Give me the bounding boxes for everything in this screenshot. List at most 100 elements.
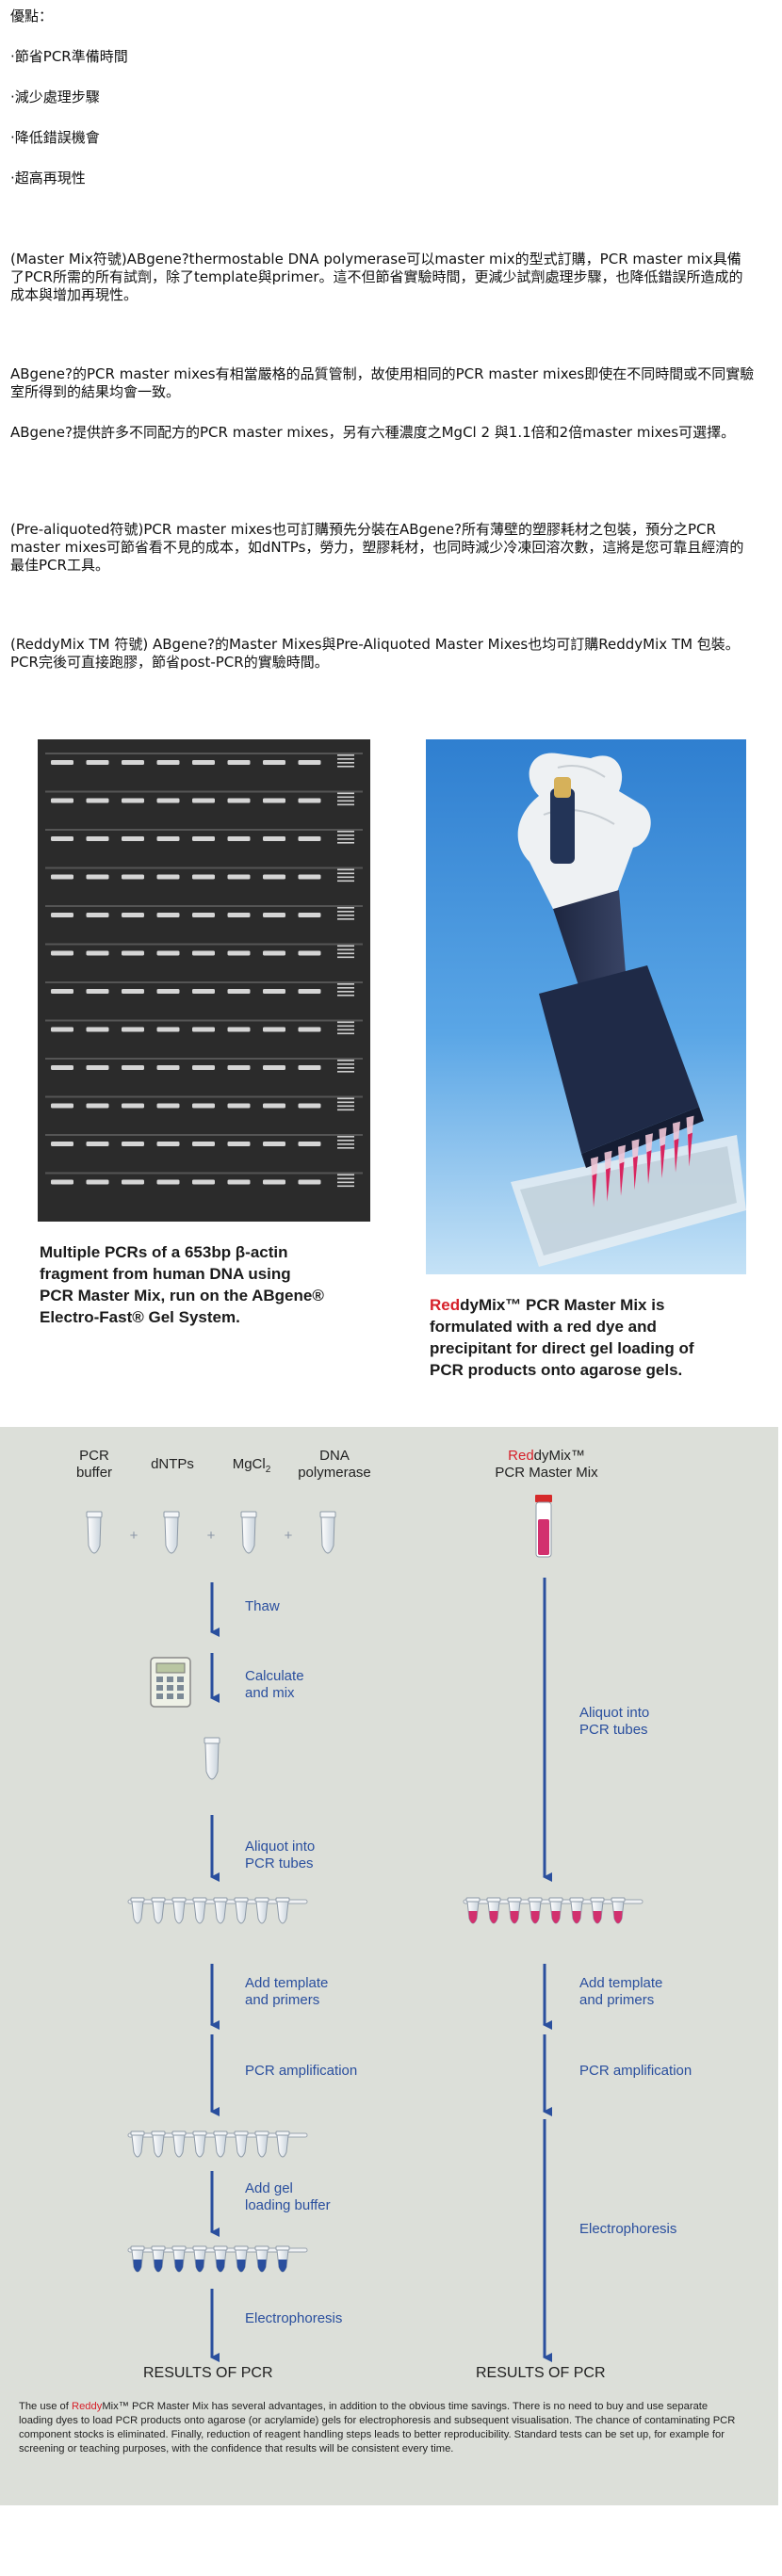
gel-band xyxy=(227,836,251,841)
gel-band xyxy=(51,836,73,841)
step-line: PCR tubes xyxy=(579,1722,648,1738)
pcr-tube-liquid xyxy=(278,2260,287,2272)
pcr-tube xyxy=(131,1901,144,1924)
header-dna-polymerase: DNA polymerase xyxy=(287,1448,382,1482)
paragraph-formulations: ABgene?提供許多不同配方的PCR master mixes，另有六種濃度之… xyxy=(10,424,736,441)
gel-band xyxy=(86,1027,109,1032)
gel-ladder-band xyxy=(337,792,354,795)
gel-ladder-band xyxy=(337,1177,354,1180)
gel-well-row xyxy=(45,1172,363,1175)
mgcl-text: MgCl xyxy=(232,1456,266,1472)
reagent-tube-cap xyxy=(163,1511,180,1518)
gel-band xyxy=(263,1027,285,1032)
step-line: loading buffer xyxy=(245,2197,331,2213)
pcr-tube xyxy=(276,2134,289,2158)
gel-caption-line: PCR Master Mix, run on the ABgene® xyxy=(40,1287,324,1304)
pcr-tube-cap xyxy=(275,1897,290,1903)
pcr-tube-cap xyxy=(192,1897,207,1903)
gel-band xyxy=(263,874,285,880)
gel-band xyxy=(263,950,285,956)
gel-caption-line: Electro-Fast® Gel System. xyxy=(40,1308,240,1326)
gel-band xyxy=(86,760,109,765)
plus-sign: + xyxy=(129,1528,138,1544)
gel-band xyxy=(122,798,144,803)
gel-band xyxy=(227,1065,251,1070)
plus-sign: + xyxy=(284,1528,293,1544)
brand-rest-text: dyMix™ xyxy=(533,1448,585,1464)
gel-band xyxy=(192,1027,215,1032)
pcr-tube-cap xyxy=(151,2130,166,2136)
pcr-tube-liquid xyxy=(572,1911,581,1923)
gel-band xyxy=(51,1103,73,1109)
paragraph-master-mix: (Master Mix符號)ABgene?thermostable DNA po… xyxy=(10,251,743,303)
step-add-gel-buffer: Add gel loading buffer xyxy=(245,2180,331,2214)
pcr-tube-liquid xyxy=(133,2260,142,2272)
gel-well-row xyxy=(45,1134,363,1136)
pcr-tube-cap xyxy=(234,1897,249,1903)
gel-ladder-band xyxy=(337,948,354,951)
gel-band xyxy=(192,798,215,803)
gel-ladder-band xyxy=(337,952,354,955)
gel-band xyxy=(263,913,285,917)
step-aliquot: Aliquot into PCR tubes xyxy=(245,1839,315,1872)
gel-band xyxy=(156,760,180,765)
footnote-pre: The use of xyxy=(19,2401,72,2412)
gel-ladder-band xyxy=(337,1181,354,1184)
pcr-tube xyxy=(172,1901,186,1924)
gel-well-row xyxy=(45,905,363,907)
gel-band xyxy=(192,989,215,994)
footnote-body: ™ PCR Master Mix has several advantages,… xyxy=(19,2401,736,2454)
gel-band xyxy=(86,989,109,994)
gel-band xyxy=(156,836,180,841)
gel-ladder-band xyxy=(337,1063,354,1065)
pcr-tube-cap xyxy=(130,2130,145,2136)
reagent-tube xyxy=(320,1516,335,1554)
gel-ladder-band xyxy=(337,1143,354,1145)
gel-ladder-band xyxy=(337,834,354,836)
advantage-item: ‧減少處理步驟 xyxy=(10,89,100,105)
gel-band xyxy=(227,874,251,880)
step-line: PCR tubes xyxy=(245,1855,314,1871)
gel-band xyxy=(122,836,144,841)
pcr-tube xyxy=(152,2134,165,2158)
header-line: buffer xyxy=(75,1465,113,1481)
step-line: Add gel xyxy=(245,2180,293,2196)
gel-ladder-band xyxy=(337,1174,354,1176)
pcr-tube-cap xyxy=(213,2130,228,2136)
mixed-tube-cap xyxy=(204,1737,220,1744)
gel-ladder-band xyxy=(337,766,354,768)
results-right: RESULTS OF PCR xyxy=(476,2365,606,2381)
pcr-tube-cap xyxy=(171,2245,187,2251)
pcr-tube-liquid xyxy=(613,1911,623,1923)
gel-ladder-band xyxy=(337,872,354,875)
pcr-tube-liquid xyxy=(468,1911,478,1923)
pcr-tube-cap xyxy=(465,1897,481,1903)
advantage-item: ‧超高再現性 xyxy=(10,170,86,186)
gel-band xyxy=(263,836,285,841)
gel-band xyxy=(156,798,180,803)
pcr-tube xyxy=(235,1901,248,1924)
gel-well-row xyxy=(45,1058,363,1060)
pcr-tube xyxy=(214,2134,227,2158)
gel-band xyxy=(86,836,109,841)
reagent-tube-cap xyxy=(86,1511,103,1518)
gel-ladder-band xyxy=(337,918,354,920)
gel-caption-line: Multiple PCRs of a 653bp β-actin xyxy=(40,1243,288,1261)
pcr-tube-cap xyxy=(507,1897,522,1903)
gel-band xyxy=(298,1179,321,1185)
gel-ladder-band xyxy=(337,1109,354,1111)
gel-band xyxy=(156,1142,180,1146)
step-calculate: Calculate and mix xyxy=(245,1668,304,1702)
gel-band xyxy=(298,836,321,841)
gel-ladder-band xyxy=(337,1067,354,1069)
gel-band xyxy=(86,950,109,956)
multichannel-pipette-photo xyxy=(426,739,746,1274)
pcr-tube-cap xyxy=(528,1897,543,1903)
pcr-tube-cap xyxy=(151,1897,166,1903)
pcr-tube-liquid xyxy=(593,1911,602,1923)
gel-band xyxy=(227,950,251,956)
gel-band xyxy=(263,1179,285,1185)
pcr-tube xyxy=(131,2134,144,2158)
gel-ladder-band xyxy=(337,1097,354,1100)
gel-band xyxy=(227,798,251,803)
